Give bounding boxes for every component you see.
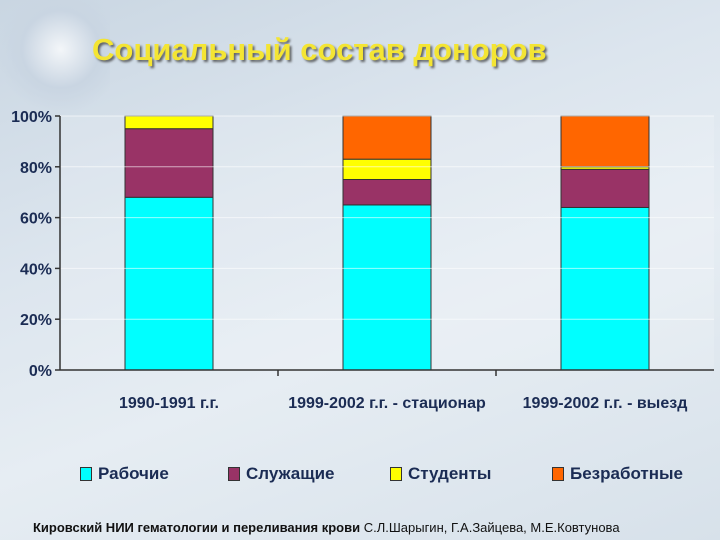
y-tick-label: 60% <box>20 211 52 228</box>
bar-segment <box>560 206 650 371</box>
legend-swatch <box>228 467 240 481</box>
category-labels: 1990-1991 г.г. 1999-2002 г.г. - стационар… <box>119 395 687 412</box>
legend-item: Безработные <box>552 464 683 484</box>
x-category-label: 1999-2002 г.г. - выезд <box>523 395 688 412</box>
slide-title: Социальный состав доноров <box>92 32 547 67</box>
y-tick-label: 40% <box>20 261 52 278</box>
bar-segment <box>560 115 650 168</box>
footer-institute: Кировский НИИ гематологии и переливания … <box>33 520 361 535</box>
legend-label: Рабочие <box>98 464 169 483</box>
y-tick-label: 20% <box>20 312 52 329</box>
x-category-label: 1990-1991 г.г. <box>119 395 219 412</box>
y-tick-label: 0% <box>29 363 52 380</box>
legend-item: Студенты <box>390 464 491 484</box>
legend-item: Служащие <box>228 464 334 484</box>
bar-segment <box>124 128 214 198</box>
surgeon-photo <box>0 0 110 110</box>
bar-segment <box>342 115 432 160</box>
footer: Кировский НИИ гематологии и переливания … <box>33 520 620 535</box>
bar-segment <box>342 204 432 371</box>
legend-label: Служащие <box>246 464 335 483</box>
y-tick-label: 100% <box>11 109 52 126</box>
legend-label: Студенты <box>408 464 492 483</box>
legend-swatch <box>390 467 402 481</box>
bar-segment <box>124 196 214 371</box>
footer-authors: С.Л.Шарыгин, Г.А.Зайцева, М.Е.Ковтунова <box>363 520 620 535</box>
y-tick-label: 80% <box>20 160 52 177</box>
legend-label: Безработные <box>570 464 683 483</box>
bar-segment <box>560 168 650 208</box>
bar-segment <box>342 179 432 206</box>
legend-swatch <box>552 467 564 481</box>
bar-segment <box>342 158 432 180</box>
legend-swatch <box>80 467 92 481</box>
legend: Рабочие Служащие Студенты Безработные <box>0 464 720 488</box>
x-category-label: 1999-2002 г.г. - стационар <box>288 395 486 412</box>
bar-segment <box>124 115 214 130</box>
legend-item: Рабочие <box>80 464 169 484</box>
bar-group <box>124 115 650 376</box>
